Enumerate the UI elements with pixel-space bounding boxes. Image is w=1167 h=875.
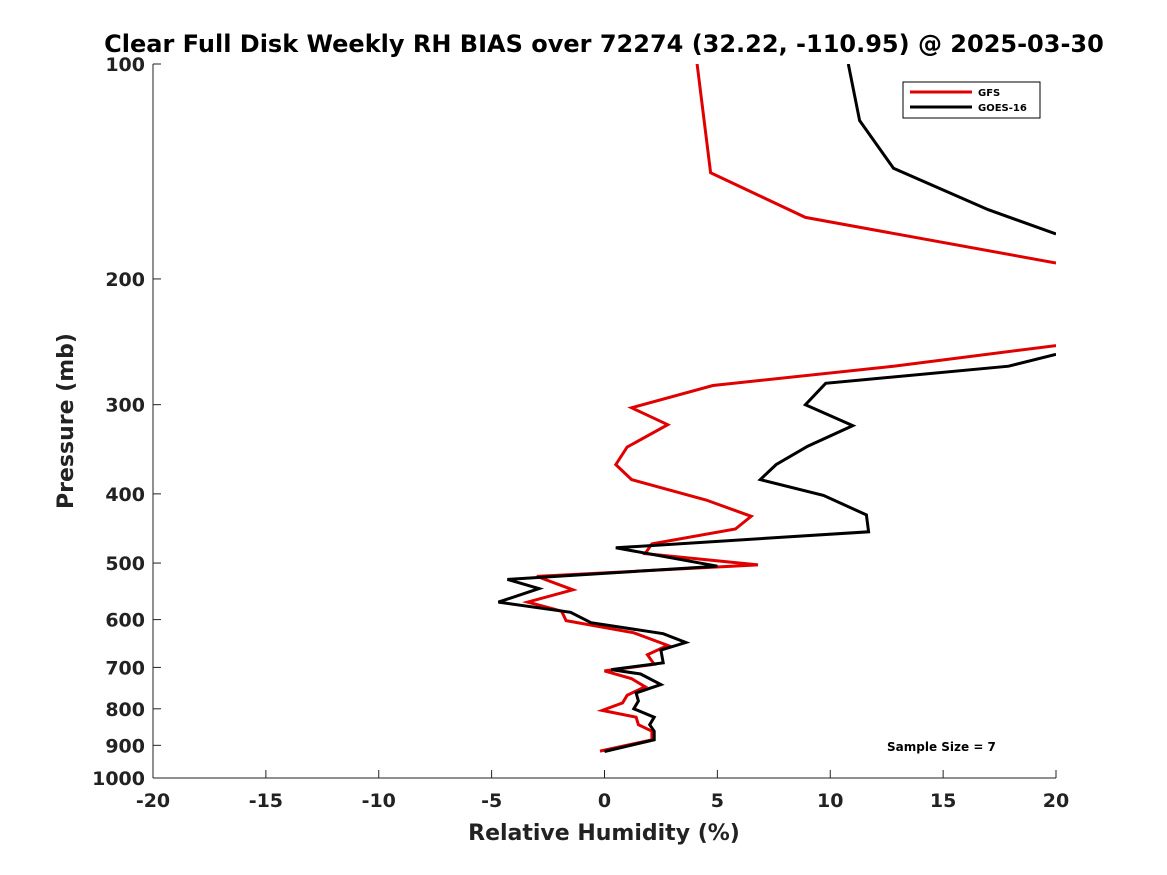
series-line-goes16 (497, 64, 1056, 753)
sample-size-annotation: Sample Size = 7 (887, 740, 996, 754)
x-axis-label: Relative Humidity (%) (468, 821, 740, 846)
x-axis-ticks: -20 -15 -10 -5 0 5 10 15 20 (136, 770, 1069, 812)
y-tick-label: 700 (105, 657, 145, 679)
y-tick-label: 600 (105, 610, 145, 632)
series-line-gfs (521, 64, 1056, 753)
x-tick-label: -20 (136, 790, 170, 812)
legend-box (902, 81, 1041, 119)
legend: GFS GOES-16 (902, 81, 1041, 119)
series-lines (497, 64, 1056, 753)
y-tick-label: 500 (105, 553, 145, 575)
x-tick-label: 0 (598, 790, 611, 812)
y-tick-label: 400 (105, 484, 145, 506)
y-tick-label: 100 (105, 54, 145, 76)
x-tick-label: -5 (481, 790, 502, 812)
x-tick-label: 15 (930, 790, 956, 812)
legend-label-goes16: GOES-16 (978, 103, 1027, 114)
y-tick-label: 900 (105, 735, 145, 757)
x-tick-label: 20 (1043, 790, 1069, 812)
legend-label-gfs: GFS (978, 88, 1000, 99)
x-tick-label: 10 (817, 790, 843, 812)
chart-title: Clear Full Disk Weekly RH BIAS over 7227… (104, 30, 1104, 58)
y-tick-label: 800 (105, 699, 145, 721)
y-tick-label: 300 (105, 395, 145, 417)
x-tick-label: -15 (249, 790, 283, 812)
x-tick-label: -10 (362, 790, 396, 812)
y-tick-label: 1000 (92, 768, 145, 790)
plot-area: -20 -15 -10 -5 0 5 10 15 20 100 200 300 400 500 600 70… (92, 54, 1069, 812)
y-tick-label: 200 (105, 269, 145, 291)
y-axis-label: Pressure (mb) (54, 333, 79, 509)
y-axis-ticks: 100 200 300 400 500 600 700 800 900 1000 (92, 54, 161, 790)
x-tick-label: 5 (711, 790, 724, 812)
